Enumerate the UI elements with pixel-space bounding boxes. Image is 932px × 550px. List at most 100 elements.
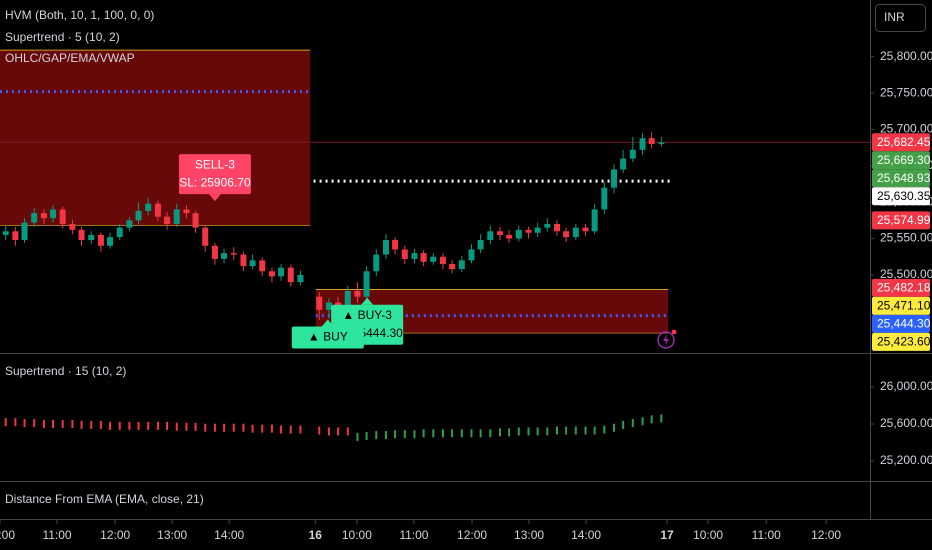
x-tick-label: 12:00 <box>100 528 130 542</box>
trend-tick <box>128 421 131 430</box>
trend-tick <box>613 423 616 432</box>
x-tick-label: 12:00 <box>811 528 841 542</box>
trend-tick <box>498 428 501 437</box>
trend-tick <box>223 423 226 432</box>
trend-tick <box>33 419 36 428</box>
candle-body <box>116 227 123 238</box>
candle-body <box>611 169 618 188</box>
trend-tick <box>166 421 169 430</box>
trend-tick <box>479 429 482 438</box>
candle-body <box>316 296 323 310</box>
trend-tick <box>451 429 454 438</box>
candle-body <box>506 234 513 239</box>
candle-body <box>268 271 275 277</box>
candle-body <box>420 253 427 262</box>
trend-tick <box>432 429 435 438</box>
price-label-box <box>872 296 930 315</box>
candle-body <box>544 224 551 228</box>
trend-tick <box>650 415 653 424</box>
candle-body <box>154 203 161 217</box>
candle-body <box>192 213 199 228</box>
trend-tick <box>175 422 178 431</box>
trend-tick <box>289 425 292 434</box>
candle-body <box>78 229 85 240</box>
trend-tick <box>546 427 549 436</box>
trend-tick <box>460 429 463 438</box>
candle-body <box>31 213 38 223</box>
trend-tick <box>251 424 254 433</box>
candle-body <box>449 264 456 270</box>
trend-tick <box>42 420 45 429</box>
candle-body <box>88 234 95 240</box>
trend-tick <box>156 421 159 430</box>
candle-body <box>363 271 370 297</box>
candle-body <box>401 249 408 259</box>
x-tick-label: 13:00 <box>157 528 187 542</box>
candle-body <box>164 216 171 224</box>
currency-button[interactable] <box>875 4 926 32</box>
trend-tick <box>641 417 644 426</box>
candle-body <box>287 267 294 283</box>
candle-body <box>601 187 608 210</box>
candle-body <box>439 256 446 264</box>
trend-tick <box>232 423 235 432</box>
candle-body <box>240 254 247 267</box>
candle-body <box>230 253 237 255</box>
price-label-box <box>872 332 930 351</box>
x-tick-label: 14:00 <box>214 528 244 542</box>
trend-tick <box>527 427 530 436</box>
trend-tick <box>204 423 207 432</box>
candle-body <box>534 227 541 233</box>
x-tick-label: 10:00 <box>0 528 15 542</box>
x-tick-label: 14:00 <box>571 528 601 542</box>
price-label: 25,482.18 <box>877 281 931 295</box>
trend-tick <box>508 428 511 437</box>
candle-body <box>468 249 475 261</box>
candle-body <box>259 260 266 272</box>
alert-icon[interactable] <box>657 331 675 349</box>
annotation-box <box>178 154 251 195</box>
trend-tick <box>99 420 102 429</box>
trend-tick <box>631 419 634 428</box>
price-label-box <box>872 187 930 206</box>
price-label: 25,423.60 <box>877 335 931 349</box>
trend-tick <box>489 429 492 438</box>
x-tick-label: 11:00 <box>399 528 428 542</box>
candle-body <box>278 267 285 277</box>
trend-tick <box>622 420 625 429</box>
candle-body <box>639 138 646 150</box>
x-tick-label: 17 <box>660 528 674 542</box>
price-label-box <box>872 278 930 297</box>
candle-body <box>145 203 152 211</box>
candle-body <box>40 213 47 219</box>
trend-tick <box>318 426 321 435</box>
x-tick-label: 11:00 <box>752 528 781 542</box>
currency-label[interactable]: INR <box>884 10 905 24</box>
trend-tick <box>365 432 368 441</box>
trend-tick <box>137 421 140 430</box>
candle-body <box>430 256 437 262</box>
candle-body <box>458 260 465 270</box>
trend-tick <box>52 420 55 429</box>
candle-body <box>411 253 418 259</box>
trend-tick <box>441 429 444 438</box>
trend-tick <box>280 425 283 434</box>
trend-tick <box>213 423 216 432</box>
candle-body <box>582 227 589 232</box>
candle-body <box>354 290 361 297</box>
candle-body <box>382 240 389 255</box>
candle-body <box>591 209 598 232</box>
candle-body <box>525 229 532 233</box>
trend-tick <box>14 418 17 427</box>
indicator-label: HVM (Both, 10, 1, 100, 0, 0) <box>5 8 154 22</box>
y-tick-label: 25,800.00 <box>880 49 932 63</box>
price-label-box <box>872 169 930 188</box>
candle-body <box>563 231 570 238</box>
trend-tick <box>23 419 26 428</box>
trend-tick <box>90 420 93 429</box>
price-label: 25,630.35 <box>877 189 931 203</box>
candle-body <box>373 254 380 272</box>
trend-tick <box>71 420 74 429</box>
trend-tick <box>80 420 83 429</box>
